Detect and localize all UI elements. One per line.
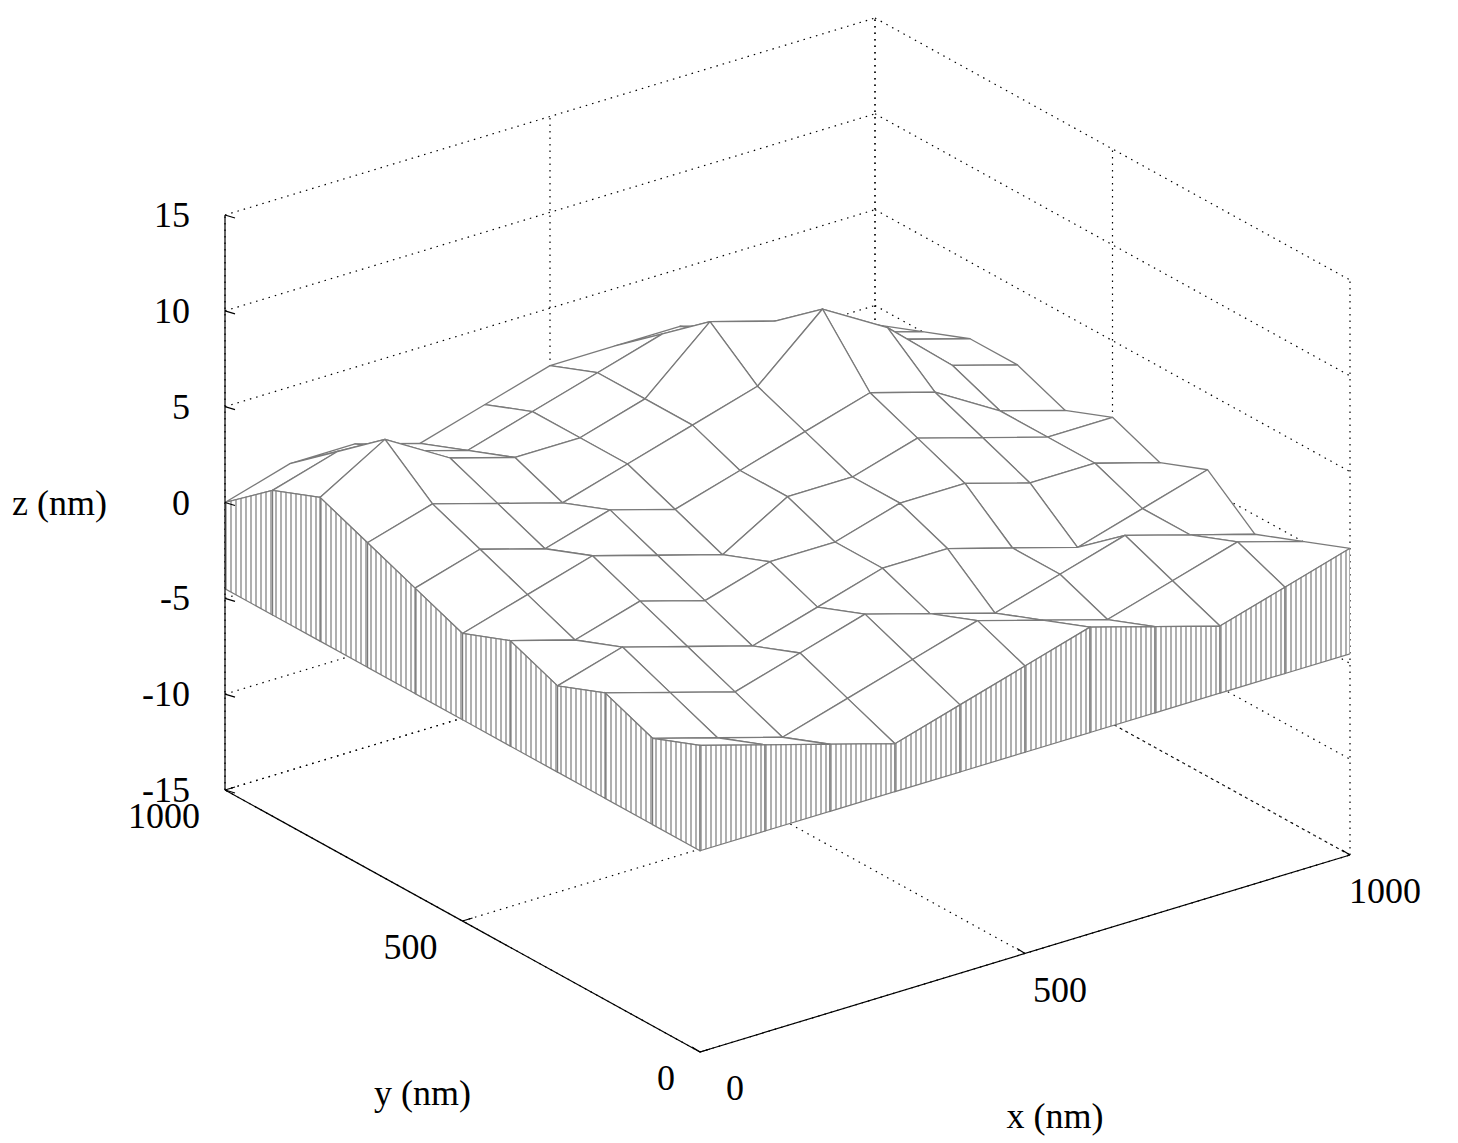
axis-title: y (nm) [374, 1073, 471, 1113]
background [0, 0, 1458, 1143]
grid-line [700, 855, 1350, 1052]
surface [225, 309, 1350, 851]
tick-label: 15 [154, 195, 190, 235]
tick [225, 215, 235, 218]
chart: -15-10-50510150500100005001000z (nm)y (n… [0, 0, 1458, 1143]
surface-cell [575, 601, 688, 647]
curtain [510, 641, 558, 773]
tick [692, 1047, 700, 1052]
tick [225, 790, 235, 793]
curtain [273, 490, 321, 641]
curtain [765, 744, 830, 831]
surface-cell [558, 647, 671, 693]
tick [225, 407, 235, 410]
grid-line [225, 18, 875, 215]
curtain [1285, 548, 1350, 673]
tick-label: -5 [160, 578, 190, 618]
curtain [1090, 627, 1155, 733]
curtain [605, 693, 653, 825]
axis-title: x (nm) [1007, 1096, 1104, 1136]
tick [225, 598, 235, 601]
tick [225, 311, 235, 314]
tick-label: 10 [154, 291, 190, 331]
curtain [558, 686, 606, 798]
grid-line [225, 790, 700, 1052]
tick [225, 787, 235, 790]
tick-label: 500 [384, 927, 438, 967]
curtain [415, 588, 463, 720]
surface-cell [563, 464, 676, 510]
curtain [463, 634, 511, 746]
curtain [1155, 626, 1220, 713]
curtain [653, 738, 701, 850]
tick-label: 500 [1033, 970, 1087, 1010]
tick-label: 0 [657, 1058, 675, 1098]
x-axis-line [700, 855, 1350, 1052]
grid-line [225, 306, 875, 503]
grid-line [875, 18, 1350, 280]
curtain [700, 745, 765, 851]
tick-label: 1000 [1349, 871, 1421, 911]
curtain [830, 744, 895, 812]
curtain [320, 497, 368, 667]
tick [1342, 850, 1350, 855]
tick-label: -10 [142, 674, 190, 714]
surface-cell [463, 595, 576, 641]
surface-cell [818, 568, 931, 614]
y-axis-line [225, 790, 700, 1052]
tick [700, 1049, 710, 1052]
curtain [895, 705, 960, 792]
tick-label: 1000 [128, 796, 200, 836]
tick [463, 918, 473, 921]
curtain [368, 543, 416, 694]
tick-label: 0 [172, 483, 190, 523]
tick [225, 503, 235, 506]
tick-label: 5 [172, 387, 190, 427]
surface-cell [545, 510, 658, 556]
surface-cell [1108, 581, 1221, 627]
grid-line [225, 497, 875, 694]
curtain [1220, 587, 1285, 693]
surface-cell [995, 574, 1108, 620]
axes: -15-10-50510150500100005001000z (nm)y (n… [12, 195, 1421, 1136]
curtain [960, 666, 1025, 772]
tick [1017, 949, 1025, 954]
axis-title: z (nm) [12, 483, 107, 523]
curtain [225, 490, 273, 615]
tick [225, 694, 235, 697]
grid [225, 18, 1350, 1052]
surface-cell [783, 698, 896, 744]
curtain [1025, 627, 1090, 752]
tick-label: 0 [726, 1068, 744, 1108]
